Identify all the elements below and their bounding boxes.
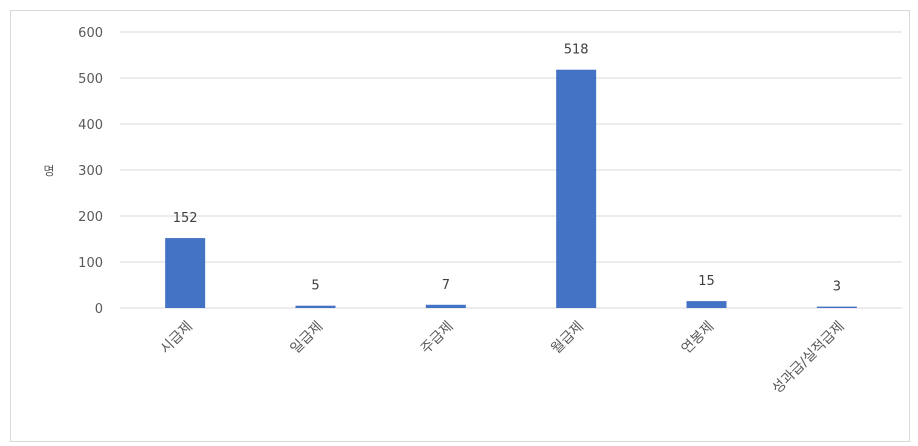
x-category-label-4: 연봉제 <box>679 319 718 358</box>
bars <box>165 69 857 308</box>
gridlines <box>120 31 902 309</box>
data-label-1: 5 <box>311 279 319 294</box>
x-category-label-3: 월급제 <box>548 319 587 358</box>
x-category-label-1: 일급제 <box>288 319 327 358</box>
bar-1 <box>295 305 336 308</box>
data-labels: 152 5 7 518 15 3 <box>173 43 841 295</box>
bar-0 <box>165 238 206 308</box>
x-axis-categories: 시급제 일급제 주급제 월급제 연봉제 성과급/실적급제 <box>157 319 847 397</box>
x-category-label-5: 성과급/실적급제 <box>769 319 847 397</box>
bar-2 <box>425 304 466 308</box>
x-category-label-0: 시급제 <box>157 319 196 358</box>
y-tick-label: 200 <box>78 210 103 225</box>
bar-3 <box>556 69 597 308</box>
y-tick-label: 400 <box>78 118 103 133</box>
data-label-2: 7 <box>442 278 450 293</box>
y-tick-label: 0 <box>95 302 103 317</box>
data-label-5: 3 <box>833 280 841 295</box>
y-tick-label: 600 <box>78 26 103 41</box>
y-tick-label: 300 <box>78 164 103 179</box>
bar-4 <box>686 301 727 308</box>
data-label-4: 15 <box>698 274 715 289</box>
y-tick-label: 500 <box>78 72 103 87</box>
data-label-3: 518 <box>564 43 589 58</box>
x-category-label-2: 주급제 <box>418 319 457 358</box>
y-axis-label: 명 <box>43 164 54 178</box>
y-tick-label: 100 <box>78 256 103 271</box>
chart-frame <box>10 10 910 442</box>
bar-5 <box>816 306 857 308</box>
y-axis-ticks: 0 100 200 300 400 500 600 <box>78 26 103 317</box>
data-label-0: 152 <box>173 211 198 226</box>
